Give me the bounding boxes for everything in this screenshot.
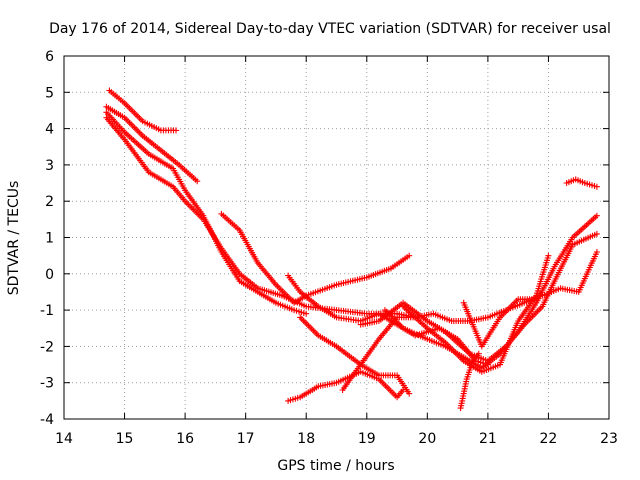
x-tick-label: 17: [237, 431, 255, 447]
series-track-12: [400, 252, 552, 375]
series-track-14: [460, 296, 540, 350]
data-point: [406, 252, 413, 259]
y-tick-label: 3: [45, 158, 54, 174]
data-point: [533, 296, 540, 303]
y-tick-label: -2: [40, 339, 54, 355]
x-tick-label: 23: [600, 431, 618, 447]
x-tick-label: 20: [418, 431, 436, 447]
data-point: [593, 230, 600, 237]
y-tick-label: -4: [40, 412, 54, 428]
x-tick-label: 14: [55, 431, 73, 447]
x-axis-label: GPS time / hours: [277, 458, 394, 474]
plot-frame: [63, 55, 610, 420]
y-tick-label: 6: [45, 49, 54, 65]
series-track-4: [103, 114, 419, 321]
data-point: [593, 212, 600, 219]
x-tick-label: 16: [176, 431, 194, 447]
data-point: [303, 310, 310, 317]
series-track-13: [457, 350, 482, 412]
series-track-3: [103, 109, 310, 317]
y-tick-label: 2: [45, 194, 54, 210]
y-tick-label: -1: [40, 303, 54, 319]
series-track-2: [103, 103, 201, 185]
y-tick-label: -3: [40, 376, 54, 392]
grid: [64, 56, 609, 419]
data-point: [593, 249, 600, 255]
series-layer: [103, 87, 600, 412]
series-track-7: [297, 314, 413, 397]
chart-title: Day 176 of 2014, Sidereal Day-to-day VTE…: [49, 21, 611, 37]
data-point: [545, 252, 552, 259]
series-line: [299, 316, 410, 394]
x-tick-label: 19: [358, 431, 376, 447]
y-tick-label: 1: [45, 231, 54, 247]
series-track-15: [563, 176, 600, 190]
y-tick-label: 4: [45, 122, 54, 138]
data-point: [400, 387, 407, 393]
series-track-5: [218, 210, 413, 306]
x-tick-label: 21: [479, 431, 497, 447]
data-point: [406, 390, 413, 397]
x-tick-label: 18: [297, 431, 315, 447]
series-line: [105, 117, 416, 318]
y-axis-label: SDTVAR / TECUs: [6, 181, 22, 296]
x-tick-label: 22: [540, 431, 558, 447]
series-track-1: [106, 87, 179, 134]
data-point: [475, 350, 482, 357]
data-point: [173, 127, 179, 134]
y-tick-label: 0: [45, 267, 54, 283]
data-point: [593, 183, 600, 190]
y-tick-label: 5: [45, 85, 54, 101]
data-point: [194, 178, 201, 185]
x-tick-label: 15: [116, 431, 134, 447]
